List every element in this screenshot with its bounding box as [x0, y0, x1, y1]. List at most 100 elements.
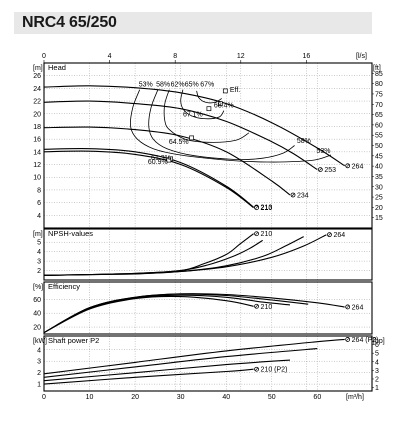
series-line-npsh [43, 233, 254, 276]
y-left-unit-label: [kW] [33, 338, 47, 345]
series-line-head [43, 150, 254, 209]
y-tick-label: 22 [33, 99, 41, 106]
y-tick-label: 24 [33, 86, 41, 93]
y-left-unit-label: [m] [33, 65, 43, 72]
series-end-marker-slash [254, 304, 259, 308]
y-right-tick-label: 5 [375, 351, 379, 358]
y-tick-label: 18 [33, 124, 41, 131]
y-tick-label: 20 [33, 111, 41, 118]
y-right-tick-label: 30 [375, 184, 383, 191]
series-line-head [43, 100, 318, 171]
y-right-tick-label: 80 [375, 81, 383, 88]
series-line-head [43, 85, 346, 167]
y-right-tick-label: 45 [375, 153, 383, 160]
y-tick-label: 3 [37, 359, 41, 366]
x-top-unit-label: [l/s] [356, 53, 367, 60]
y-right-tick-label: 55 [375, 133, 383, 140]
series-label: 213 [261, 205, 273, 212]
efficiency-contour-label: 67% [200, 81, 214, 88]
efficiency-contour-label: 53% [316, 148, 330, 155]
x-bottom-tick-label: 0 [42, 394, 46, 401]
x-top-tick-label: 16 [303, 53, 311, 60]
series-end-marker-slash [345, 305, 350, 309]
series-line-efficiency [43, 295, 254, 334]
x-bottom-unit-label: [m³/h] [346, 394, 364, 401]
series-line-efficiency [43, 293, 309, 334]
panel-title: Efficiency [48, 282, 80, 291]
y-tick-label: 16 [33, 137, 41, 144]
y-right-tick-label: 50 [375, 143, 383, 150]
bep-marker [217, 101, 223, 106]
x-bottom-tick-label: 30 [177, 394, 185, 401]
efficiency-contour [180, 89, 225, 120]
series-end-marker-slash [318, 167, 323, 172]
y-tick-label: 12 [33, 162, 41, 169]
panel-power [43, 335, 374, 392]
series-label: 210 (P2) [261, 367, 288, 374]
series-line-head [43, 148, 254, 208]
series-line-power [43, 368, 254, 385]
y-right-tick-label: 75 [375, 91, 383, 98]
y-tick-label: 4 [37, 213, 41, 220]
panel-title: Shaft power P2 [48, 336, 99, 345]
y-left-unit-label: [m] [33, 231, 43, 238]
x-top-tick-label: 0 [42, 53, 46, 60]
page-title: NRC4 65/250 [22, 14, 117, 31]
efficiency-contour-label: 58% [297, 138, 311, 145]
y-tick-label: 4 [37, 347, 41, 354]
efficiency-contour [148, 89, 295, 161]
series-end-marker-slash [254, 205, 259, 210]
series-label: 234 [297, 193, 309, 200]
y-tick-label: 8 [37, 187, 41, 194]
bep-marker [206, 106, 212, 112]
y-right-tick-label: 4 [375, 359, 379, 366]
bep-label: 68.4% [214, 102, 234, 109]
y-right-tick-label: 2 [375, 376, 379, 383]
panel-frame [43, 62, 373, 229]
y-right-unit-label: [hp] [373, 338, 385, 345]
y-tick-label: 2 [37, 370, 41, 377]
y-right-tick-label: 15 [375, 215, 383, 222]
series-line-power [43, 359, 291, 382]
series-label: 210 [261, 304, 273, 311]
panel-efficiency [43, 281, 373, 335]
y-right-tick-label: 20 [375, 205, 383, 212]
y-right-tick-label: 3 [375, 368, 379, 375]
x-bottom-tick-label: 10 [86, 394, 94, 401]
y-tick-label: 14 [33, 149, 41, 156]
y-right-tick-label: 6 [375, 342, 379, 349]
series-label: 253 [324, 167, 336, 174]
y-tick-label: 4 [37, 249, 41, 256]
bep-label: 60.9% [148, 159, 168, 166]
y-tick-label: 20 [33, 325, 41, 332]
bep-label: Eff. [230, 87, 240, 94]
y-tick-label: 2 [37, 268, 41, 275]
series-line-efficiency [43, 294, 291, 334]
panel-npsh [43, 228, 373, 281]
y-right-tick-label: 65 [375, 112, 383, 119]
y-left-unit-label: [%] [33, 284, 43, 291]
series-end-marker-slash [291, 193, 295, 197]
series-end-marker-slash [327, 232, 332, 237]
y-tick-label: 40 [33, 311, 41, 318]
series-label: 264 (P2) [352, 337, 379, 344]
x-bottom-tick-label: 60 [313, 394, 321, 401]
bep-label: 67.1% [183, 111, 203, 118]
x-top-tick-label: 4 [108, 53, 112, 60]
series-label: 264 [352, 304, 364, 311]
bep-label: 61.3% [151, 155, 171, 162]
efficiency-contour-label: 58% [156, 81, 170, 88]
x-bottom-tick-label: 50 [268, 394, 276, 401]
series-line-power [43, 348, 318, 378]
series-end-marker-slash [254, 367, 259, 371]
y-tick-label: 5 [37, 240, 41, 247]
panel-frame [43, 228, 373, 281]
panel-title: Head [48, 63, 66, 72]
bep-label: 64.5% [169, 139, 189, 146]
series-end-marker-slash [254, 232, 259, 236]
y-tick-label: 10 [33, 175, 41, 182]
panel-head [43, 62, 374, 229]
series-label: 264 [333, 232, 345, 239]
panel-title: NPSH-values [48, 229, 93, 238]
